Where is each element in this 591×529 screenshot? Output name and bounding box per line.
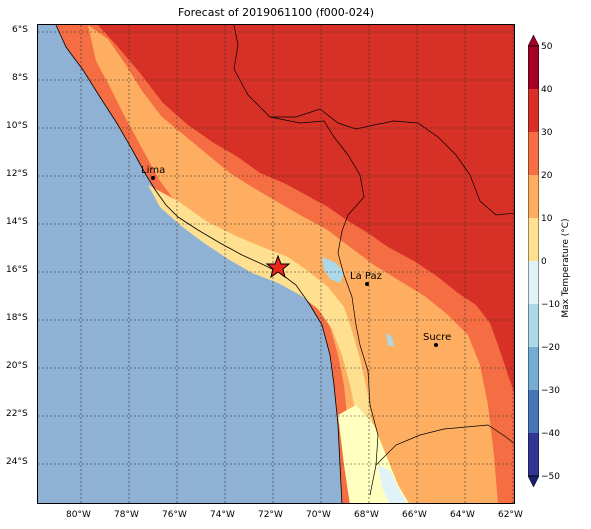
lon-label: 72°W (258, 510, 283, 520)
lat-label: 22°S (6, 409, 28, 419)
lat-label: 18°S (6, 313, 28, 323)
lake-poopo (386, 333, 394, 347)
band-cold (378, 465, 407, 503)
colorbar-tick: −50 (541, 472, 560, 482)
lat-label: 16°S (6, 265, 28, 275)
map-title: Forecast of 2019061100 (f000-024) (177, 6, 375, 19)
colorbar (528, 35, 539, 487)
city-label-lima: Lima (141, 165, 165, 176)
coastline (55, 25, 343, 503)
band-0-10 (148, 185, 384, 503)
lon-label: 70°W (306, 510, 331, 520)
city-dot-sucre[interactable] (434, 343, 438, 347)
border-peru-bolivia (233, 25, 379, 496)
lat-label: 12°S (6, 169, 28, 179)
lat-label: 8°S (12, 73, 28, 83)
lon-label: 64°W (450, 510, 475, 520)
map-frame[interactable]: Lima La Paz Sucre (37, 24, 515, 504)
lon-label: 66°W (402, 510, 427, 520)
colorbar-tick: −20 (541, 343, 560, 353)
colorbar-tick: −40 (541, 429, 560, 439)
colorbar-tick: 0 (541, 257, 547, 267)
forecast-map[interactable]: Lima La Paz Sucre (38, 25, 515, 504)
lon-label: 68°W (354, 510, 379, 520)
graticule (38, 25, 514, 503)
city-label-sucre: Sucre (423, 332, 451, 343)
lon-label: 74°W (210, 510, 235, 520)
lon-label: 80°W (66, 510, 91, 520)
lat-label: 10°S (6, 121, 28, 131)
location-star-marker[interactable] (265, 254, 291, 279)
lake-titicaca (322, 257, 344, 283)
colorbar-tick: −30 (541, 386, 560, 396)
border-argentina (375, 424, 514, 466)
lon-label: 78°W (114, 510, 139, 520)
lon-label: 62°W (498, 510, 523, 520)
city-dot-la-paz[interactable] (365, 282, 369, 286)
lat-label: 20°S (6, 361, 28, 371)
colorbar-tick: 30 (541, 128, 553, 138)
colorbar-tick: 40 (541, 85, 553, 95)
lat-label: 14°S (6, 217, 28, 227)
colorbar-tick: 10 (541, 214, 553, 224)
ocean (38, 25, 342, 503)
lat-label: 6°S (12, 25, 28, 35)
border-brazil (270, 108, 514, 216)
colorbar-tick: 50 (541, 42, 553, 52)
lon-label: 76°W (162, 510, 187, 520)
colorbar-tick: −10 (541, 300, 560, 310)
lat-label: 24°S (6, 457, 28, 467)
colorbar-tick: 20 (541, 171, 553, 181)
city-label-la-paz: La Paz (350, 271, 382, 282)
colorbar-label: Max Temperature (°C) (561, 218, 571, 318)
city-dot-lima[interactable] (151, 176, 155, 180)
